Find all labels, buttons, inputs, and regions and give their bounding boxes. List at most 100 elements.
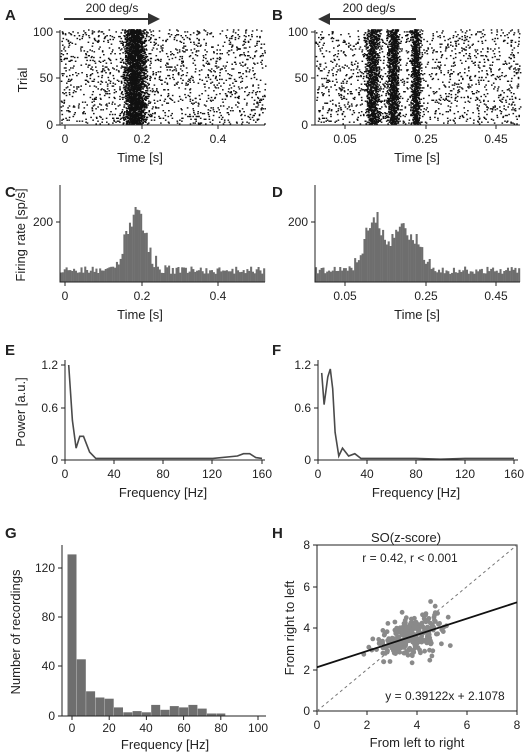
spike: [386, 116, 388, 119]
spike: [120, 42, 122, 44]
spike: [143, 86, 145, 88]
spike: [494, 105, 496, 107]
spike: [132, 88, 134, 90]
spike: [136, 40, 139, 43]
spike: [135, 77, 137, 80]
spike: [62, 37, 65, 40]
spike: [73, 106, 76, 108]
spike: [387, 103, 390, 105]
spike: [253, 74, 255, 76]
spike: [114, 113, 116, 116]
spike: [133, 58, 136, 61]
spike: [84, 112, 86, 115]
spike: [393, 122, 396, 124]
arrow-label-b: 200 deg/s: [343, 1, 396, 15]
spike: [369, 103, 371, 105]
spike: [391, 101, 394, 103]
spike: [129, 37, 131, 40]
spike: [127, 103, 129, 105]
spike: [137, 57, 140, 60]
spike: [140, 102, 142, 104]
spike: [131, 63, 134, 65]
spike: [103, 89, 105, 91]
spike: [327, 110, 330, 112]
spike: [83, 50, 86, 52]
spike: [128, 41, 130, 43]
spike: [134, 118, 137, 120]
spike: [420, 109, 422, 111]
spike: [106, 35, 108, 37]
spike: [129, 41, 132, 43]
spike: [134, 43, 137, 45]
spike: [129, 93, 131, 95]
spike: [78, 120, 81, 122]
spike: [427, 111, 429, 113]
spike: [134, 109, 136, 111]
spike: [188, 115, 191, 118]
spike: [152, 71, 154, 73]
spike: [141, 49, 144, 51]
panel-label-h: H: [272, 525, 283, 542]
spike: [141, 80, 144, 82]
spike: [506, 120, 509, 122]
spike: [263, 43, 266, 45]
spike: [135, 87, 138, 89]
spike: [119, 104, 121, 106]
spike: [264, 52, 266, 54]
spike: [139, 100, 141, 102]
spike: [139, 94, 141, 97]
spike: [143, 51, 146, 53]
spike: [140, 80, 142, 82]
spike: [168, 122, 170, 124]
spike: [181, 70, 184, 72]
spike: [189, 89, 191, 91]
raster-a-ytick: 0: [46, 118, 53, 132]
spike: [189, 77, 192, 80]
spike: [398, 117, 400, 119]
spike: [147, 113, 150, 116]
spike: [413, 112, 415, 115]
spike: [140, 35, 142, 37]
spike: [248, 46, 251, 48]
spike: [93, 98, 96, 100]
spike: [210, 58, 212, 61]
spike: [177, 73, 180, 75]
spike: [128, 45, 130, 47]
spike: [131, 80, 134, 82]
spike: [370, 108, 372, 110]
spike: [189, 81, 191, 83]
spike: [372, 105, 374, 107]
spike: [132, 116, 135, 119]
spike: [503, 105, 505, 107]
spike: [62, 44, 64, 46]
spike: [137, 67, 140, 69]
spike: [179, 55, 182, 58]
spike: [369, 108, 371, 110]
spike: [235, 104, 237, 106]
spike: [238, 88, 241, 90]
spike: [65, 63, 67, 65]
spike: [124, 71, 127, 73]
spike: [192, 62, 195, 64]
spike: [467, 100, 470, 102]
spike: [209, 70, 212, 72]
spike: [125, 86, 127, 88]
spike: [68, 89, 71, 91]
spike: [256, 102, 258, 104]
spike: [193, 81, 195, 83]
spike: [414, 117, 416, 119]
spike: [232, 52, 235, 54]
spike: [379, 120, 381, 122]
spike: [137, 63, 140, 65]
spike: [138, 69, 140, 71]
spike: [178, 49, 181, 51]
spike: [114, 53, 116, 55]
spike: [338, 102, 340, 104]
spike: [127, 67, 130, 69]
spike: [145, 85, 148, 87]
spike: [396, 108, 399, 110]
spike: [142, 46, 145, 48]
spike: [131, 57, 133, 60]
spike: [191, 75, 193, 78]
spike: [417, 108, 419, 110]
